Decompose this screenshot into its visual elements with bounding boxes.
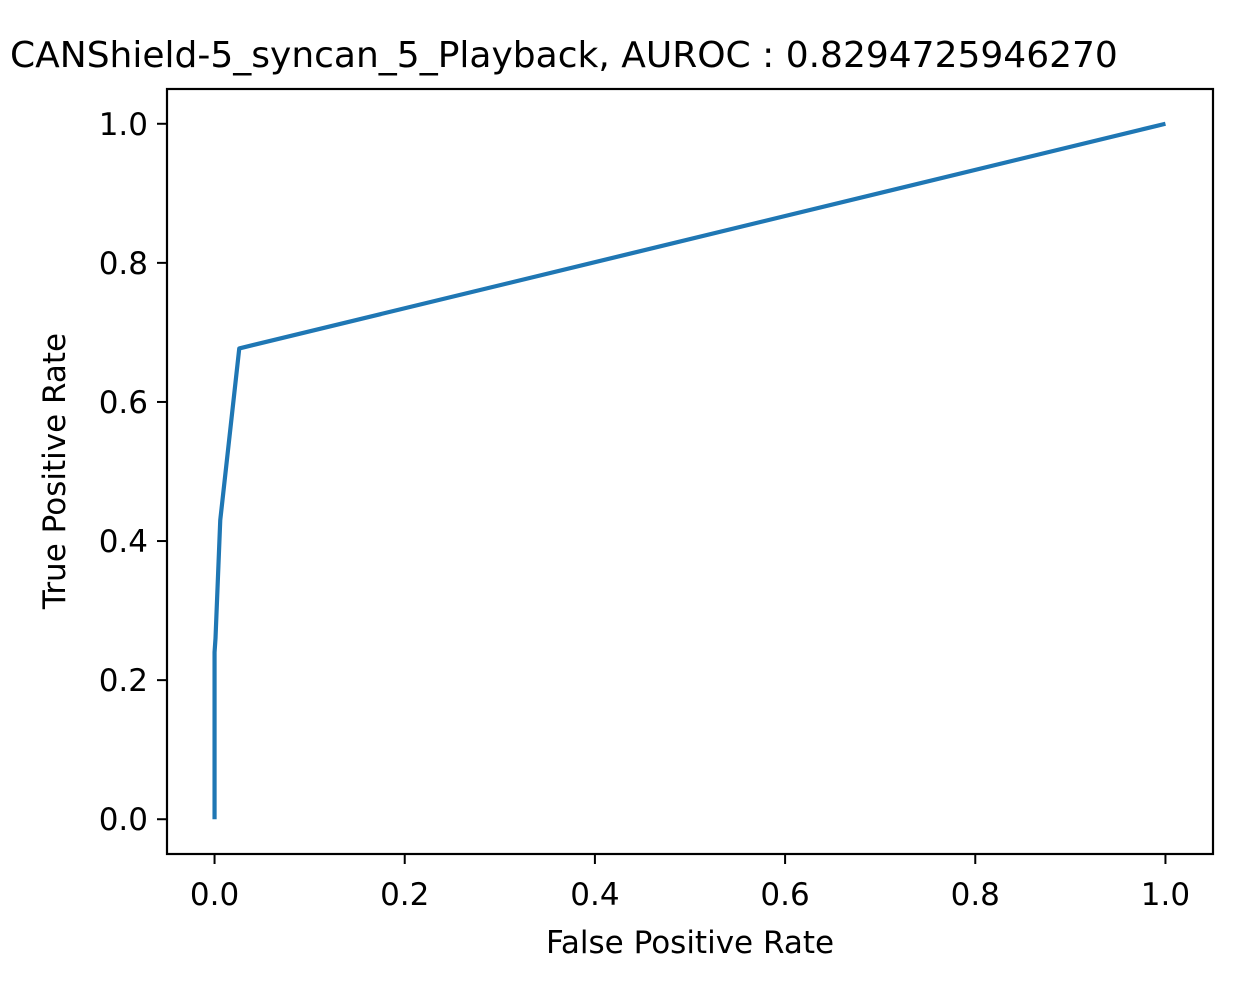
roc-curve-line xyxy=(212,121,1166,820)
chart-title: CANShield-5_syncan_5_Playback, AUROC : 0… xyxy=(10,35,1118,76)
y-tick-label: 0.4 xyxy=(99,524,148,560)
y-axis-label: True Positive Rate xyxy=(37,333,73,610)
x-tick-label: 0.4 xyxy=(570,877,619,913)
y-tick-label: 0.2 xyxy=(99,663,148,699)
plot-area xyxy=(212,121,1166,820)
y-tick-label: 0.8 xyxy=(99,246,148,282)
y-tick-label: 0.6 xyxy=(99,385,148,421)
x-tick-label: 0.2 xyxy=(380,877,429,913)
x-tick-label: 1.0 xyxy=(1141,877,1190,913)
x-axis-ticks: 0.0 0.2 0.4 0.6 0.8 1.0 xyxy=(190,854,1190,913)
y-tick-label: 0.0 xyxy=(99,802,148,838)
x-tick-label: 0.6 xyxy=(760,877,809,913)
y-tick-label: 1.0 xyxy=(99,107,148,143)
x-tick-label: 0.8 xyxy=(951,877,1000,913)
y-axis-ticks: 0.0 0.2 0.4 0.6 0.8 1.0 xyxy=(99,107,167,838)
x-axis-label: False Positive Rate xyxy=(546,925,834,961)
x-tick-label: 0.0 xyxy=(190,877,239,913)
plot-frame xyxy=(165,87,1215,856)
